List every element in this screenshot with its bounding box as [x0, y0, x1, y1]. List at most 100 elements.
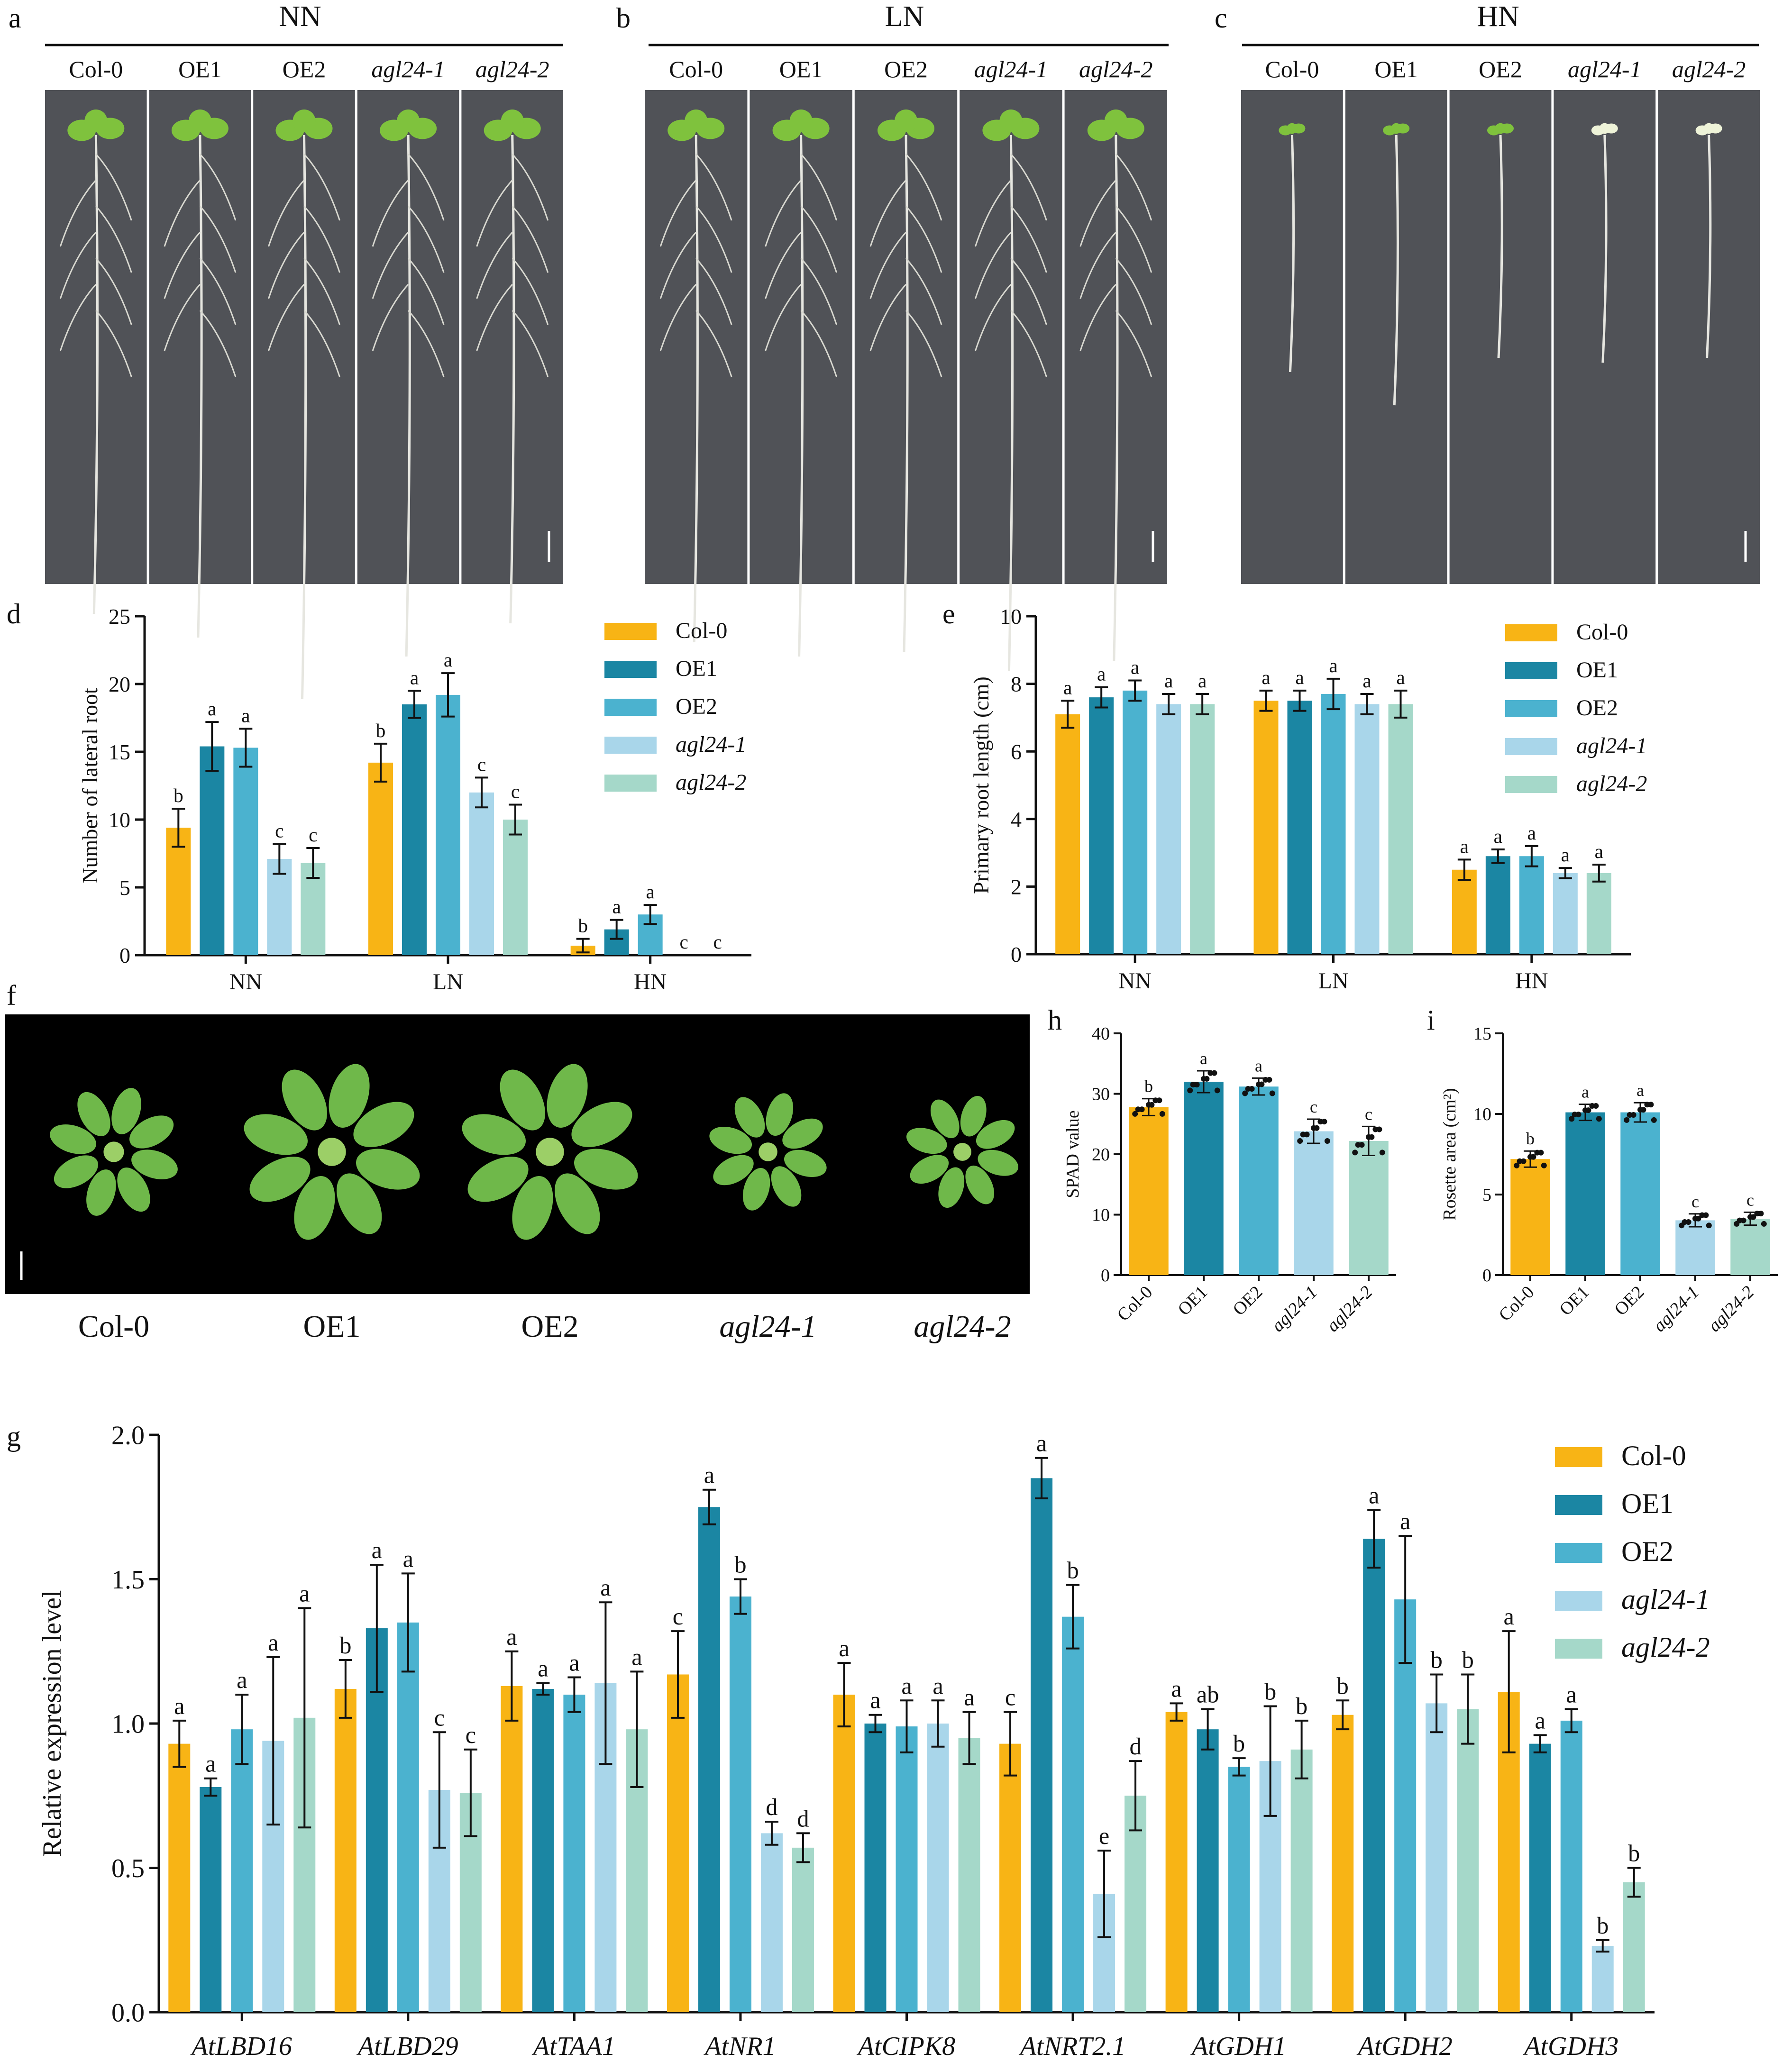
- y-axis-label: Rosette area (cm²): [1440, 1088, 1460, 1220]
- significance-letter: b: [376, 720, 386, 741]
- lateral-root: [905, 310, 942, 377]
- bar: [501, 1686, 523, 2012]
- bar: [958, 1738, 980, 2012]
- rosette-background: [5, 1014, 1030, 1294]
- true-leaf: [1495, 123, 1506, 134]
- bar: [1529, 1743, 1551, 2012]
- chart-rosette-area: 0 5 10 15 Rosette area (cm²) b Col-0 a OE1 a OE2 c a…: [1440, 1024, 1778, 1336]
- lateral-root: [869, 231, 907, 299]
- y-tick-label: 25: [109, 604, 130, 629]
- true-leaf: [999, 109, 1023, 132]
- data-point: [1682, 1219, 1688, 1225]
- x-tick-label: agl24-2: [1704, 1282, 1758, 1336]
- legend-label: agl24-1: [676, 732, 746, 757]
- significance-letter: b: [1296, 1693, 1307, 1719]
- y-tick-label: 1.0: [111, 1710, 145, 1739]
- rosette-leaf: [938, 1167, 965, 1208]
- lateral-root: [476, 283, 513, 351]
- significance-letter: c: [1746, 1190, 1754, 1209]
- lateral-root: [59, 179, 97, 247]
- y-tick-label: 6: [1011, 739, 1022, 764]
- bar: [200, 1787, 222, 2012]
- data-point: [1596, 1116, 1602, 1122]
- bar: [1055, 714, 1080, 954]
- data-point: [1737, 1217, 1743, 1223]
- data-point: [1211, 1070, 1217, 1076]
- bar: [1062, 1616, 1084, 2012]
- legend-label: agl24-1: [1621, 1584, 1710, 1615]
- bar: [1156, 704, 1181, 954]
- bar: [1290, 1749, 1313, 2012]
- lateral-root: [372, 231, 409, 299]
- lateral-root: [695, 153, 732, 221]
- significance-letter: a: [268, 1629, 278, 1656]
- x-tick-label: NN: [1119, 968, 1152, 994]
- panel-letter-c: c: [1215, 2, 1227, 34]
- genotype-label: agl24-2: [1672, 56, 1746, 82]
- lateral-root: [512, 153, 549, 221]
- primary-root: [1289, 135, 1295, 373]
- data-point: [1585, 1107, 1591, 1113]
- lateral-root: [765, 179, 802, 247]
- bar: [1184, 1082, 1224, 1275]
- data-point: [1703, 1212, 1709, 1218]
- lateral-root: [974, 231, 1012, 299]
- lateral-root: [199, 257, 237, 325]
- bar: [1089, 697, 1114, 954]
- lateral-root: [164, 179, 201, 247]
- bar: [1287, 701, 1312, 954]
- y-axis-label: Number of lateral root: [78, 688, 102, 884]
- significance-letter: b: [1264, 1678, 1276, 1705]
- lateral-root: [905, 205, 942, 273]
- data-point: [1259, 1081, 1265, 1087]
- true-leaf: [84, 109, 108, 132]
- significance-letter: d: [766, 1794, 777, 1820]
- y-tick-label: 1.5: [111, 1565, 145, 1595]
- genotype-label: agl24-1: [974, 56, 1048, 82]
- primary-root: [92, 135, 99, 614]
- significance-letter: a: [839, 1635, 849, 1661]
- panel-letter-f: f: [7, 980, 16, 1011]
- y-tick-label: 0: [1011, 942, 1022, 967]
- lateral-root: [512, 257, 549, 325]
- bar: [1349, 1140, 1389, 1275]
- primary-root: [1601, 135, 1608, 363]
- lateral-root: [695, 310, 732, 377]
- bar: [1031, 1478, 1053, 2012]
- rosette-leaf: [244, 1114, 308, 1155]
- lateral-root: [1115, 257, 1152, 325]
- lateral-root: [303, 205, 340, 273]
- rosette-leaf: [771, 1166, 802, 1207]
- legend-swatch: [1505, 738, 1557, 755]
- y-tick-label: 0.0: [111, 1998, 145, 2028]
- bar: [1354, 704, 1380, 954]
- data-point: [1572, 1112, 1578, 1118]
- significance-letter: c: [713, 931, 722, 953]
- lateral-root: [268, 231, 305, 299]
- bar: [1394, 1599, 1417, 2012]
- chart-primary-root: 0 2 4 6 8 10 Primary root length (cm) a a a a a NN a a…: [969, 604, 1647, 994]
- lateral-root: [1115, 153, 1152, 221]
- data-point: [1761, 1221, 1767, 1227]
- data-point: [1269, 1090, 1275, 1096]
- significance-letter: b: [1233, 1730, 1245, 1757]
- significance-letter: b: [1067, 1557, 1079, 1584]
- rosette-leaf: [353, 1102, 414, 1147]
- y-axis-label: SPAD value: [1063, 1110, 1083, 1198]
- bar: [927, 1724, 949, 2012]
- significance-letter: c: [1005, 1684, 1015, 1711]
- lateral-root: [974, 179, 1012, 247]
- chart-expression: 0.0 0.5 1.0 1.5 2.0 Relative expression level…: [37, 1421, 1710, 2061]
- lateral-root: [659, 283, 697, 351]
- significance-letter: b: [174, 785, 183, 806]
- rosette-leaf: [547, 1064, 588, 1128]
- lateral-root: [199, 153, 237, 221]
- data-point: [1695, 1215, 1701, 1222]
- significance-letter: a: [205, 1751, 216, 1777]
- lateral-root: [1079, 179, 1116, 247]
- data-point: [1266, 1077, 1272, 1083]
- primary-root: [1393, 135, 1399, 406]
- header-ln: LN: [885, 0, 924, 33]
- data-point: [1324, 1138, 1330, 1144]
